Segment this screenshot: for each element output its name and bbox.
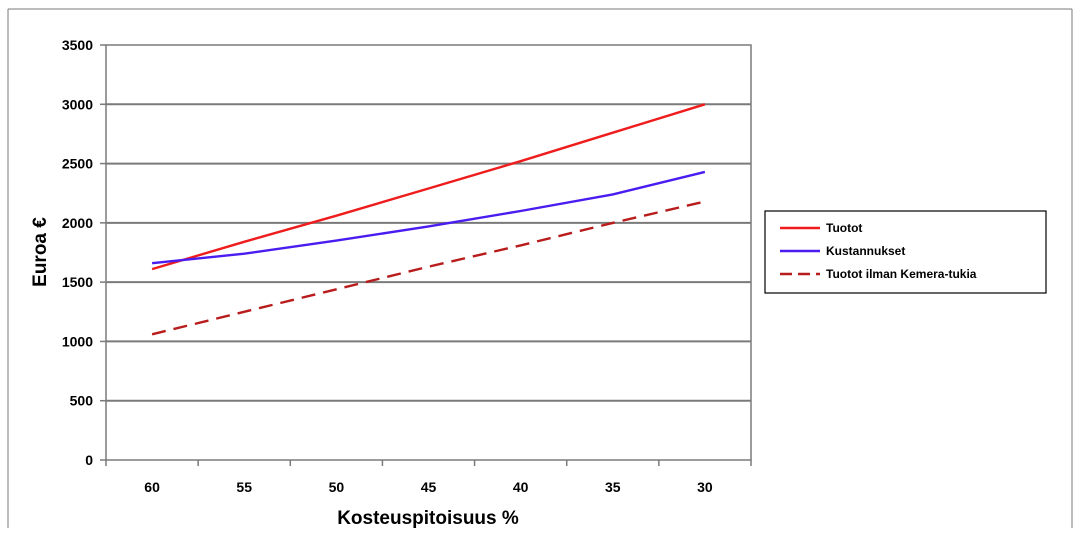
y-tick-label: 3500 [62,37,93,53]
y-tick-label: 1000 [62,333,93,349]
legend-label-kustannukset: Kustannukset [826,244,905,258]
x-tick-label: 30 [697,479,713,495]
x-axis-ticks: 60 55 50 45 40 35 30 [105,460,752,495]
series-line-kustannukset [151,170,706,265]
x-tick-label: 35 [605,479,621,495]
gridlines [106,103,751,402]
legend: Tuotot Kustannukset Tuotot ilman Kemera-tu… [764,210,1047,294]
series-lines [151,103,706,336]
y-tick-label: 0 [85,452,93,468]
series-line-tuotot [151,103,706,271]
legend-label-tuotot: Tuotot [826,221,862,235]
series-line-tuotot-ilman-kemera-tukia [151,200,706,336]
y-axis-ticks: 0 500 1000 1500 2000 2500 3000 3500 [62,37,106,468]
legend-label-tuotot-ilman-kemera-tukia: Tuotot ilman Kemera-tukia [826,267,977,281]
y-tick-label: 1500 [62,274,93,290]
plot-area-border [105,44,752,461]
plot-area [105,44,752,461]
x-tick-label: 50 [329,479,345,495]
x-tick-label: 55 [236,479,252,495]
y-tick-label: 500 [70,393,94,409]
x-tick-label: 60 [144,479,160,495]
y-tick-label: 2500 [62,156,93,172]
y-tick-label: 3000 [62,96,93,112]
x-tick-label: 40 [513,479,529,495]
x-tick-label: 45 [421,479,437,495]
x-axis-title: Kosteuspitoisuus % [337,508,519,529]
y-tick-label: 2000 [62,215,93,231]
y-axis-title: Euroa € [30,217,51,287]
